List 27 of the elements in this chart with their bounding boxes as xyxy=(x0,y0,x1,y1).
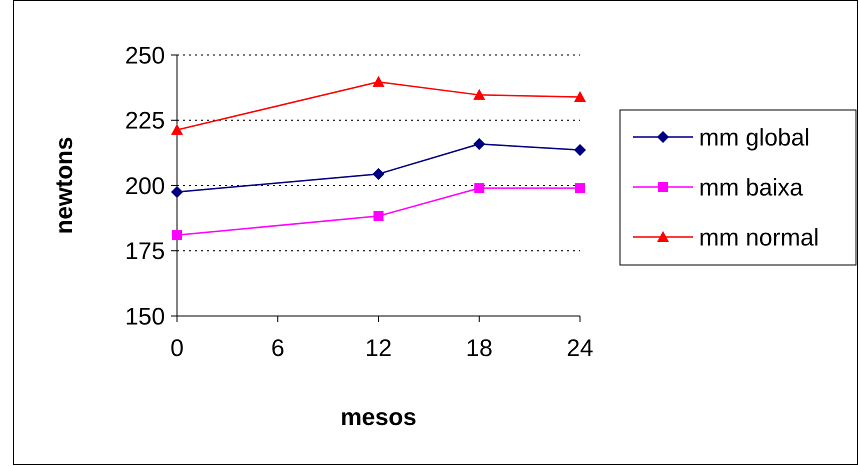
point xyxy=(372,76,384,87)
point xyxy=(171,124,183,135)
point xyxy=(473,88,486,100)
legend-label: mm baixa xyxy=(699,174,804,202)
x-tick-label: 24 xyxy=(566,335,594,362)
point xyxy=(374,211,384,222)
x-tick-label: 0 xyxy=(170,335,184,362)
x-tick-label: 12 xyxy=(365,335,392,362)
point xyxy=(574,91,586,102)
y-axis-title: newtons xyxy=(51,136,78,234)
legend-label: mm normal xyxy=(699,224,820,252)
y-tick-label: 200 xyxy=(124,172,165,200)
x-tick-label: 18 xyxy=(466,335,493,362)
y-tick-label: 150 xyxy=(124,303,165,330)
point xyxy=(574,144,586,156)
point xyxy=(172,230,182,240)
legend-label: mm global xyxy=(699,124,810,152)
point xyxy=(171,186,183,198)
point xyxy=(575,183,585,194)
point xyxy=(474,183,484,194)
y-tick-label: 175 xyxy=(124,238,165,266)
point xyxy=(372,168,384,180)
y-tick-label: 225 xyxy=(124,108,165,135)
point xyxy=(473,138,486,150)
x-tick-label: 6 xyxy=(271,335,284,362)
x-axis-title: mesos xyxy=(340,404,417,431)
y-tick-label: 250 xyxy=(124,42,165,70)
